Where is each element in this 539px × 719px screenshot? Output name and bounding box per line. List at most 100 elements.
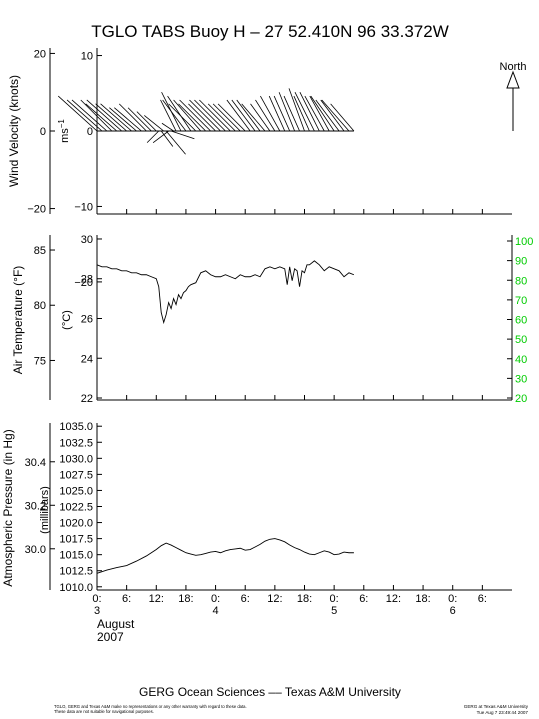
- wind-vector: [288, 88, 305, 132]
- temp-right-tick-label: 30: [81, 234, 93, 246]
- wind-vector: [71, 99, 108, 132]
- wind-vector: [241, 103, 266, 132]
- x-axis-labels: August 2007: [97, 617, 135, 644]
- temp-secondary-tick-label: 40: [515, 354, 527, 366]
- x-tick-label: 0:: [211, 593, 220, 605]
- wind-vector: [194, 99, 226, 132]
- chart-marks: 0: 6: 12: 18: 0: 6: 12: 18: 0: 6: 12: 18: 0: 6: 3 4 5 6 20…: [25, 48, 534, 617]
- wind-vector: [304, 95, 325, 132]
- wind-unit: ms: [59, 128, 71, 143]
- temp-secondary-tick-label: 50: [515, 334, 527, 346]
- x-tick-label: 12:: [386, 593, 401, 605]
- wind-right-tick-label: −20: [74, 277, 93, 289]
- wind-vector: [162, 99, 187, 132]
- wind-vector: [217, 103, 246, 132]
- wind-vector: [86, 99, 122, 132]
- wind-vector: [255, 99, 276, 132]
- x-month-label: August: [97, 617, 135, 631]
- wind-right-tick-label: −10: [74, 201, 93, 213]
- x-year-label: 2007: [97, 630, 124, 644]
- wind-vector: [114, 107, 142, 132]
- pres-right-tick-label: 1020.0: [59, 518, 93, 530]
- x-day-label: 6: [450, 605, 456, 617]
- credit-line-1: GERG at Texas A&M University: [464, 704, 529, 709]
- temp-left-tick-label: 80: [34, 300, 46, 312]
- north-arrow: North: [500, 61, 527, 131]
- pres-right-tick-label: 1035.0: [59, 421, 93, 433]
- pres-right-tick-label: 1027.5: [59, 469, 93, 481]
- pres-right-tick-label: 1017.5: [59, 534, 93, 546]
- x-tick-label: 12:: [267, 593, 282, 605]
- wind-vector: [273, 95, 291, 132]
- wind-vector: [189, 99, 221, 132]
- temperature-panel: Air Temperature (°F) (°C): [11, 235, 513, 401]
- wind-vector: [226, 99, 251, 132]
- pres-right-tick-label: 1015.0: [59, 550, 93, 562]
- wind-vector: [160, 99, 177, 132]
- wind-vector: [330, 103, 355, 132]
- wind-vector: [315, 99, 340, 132]
- wind-left-tick-label: 0: [40, 126, 46, 138]
- temp-secondary-tick-label: 60: [515, 315, 527, 327]
- north-label: North: [500, 61, 527, 73]
- x-tick-label: 12:: [149, 593, 164, 605]
- pres-left-tick-label: 30.0: [25, 544, 46, 556]
- x-day-label: 5: [331, 605, 337, 617]
- pres-right-tick-label: 1012.5: [59, 566, 93, 578]
- wind-vector: [170, 130, 195, 140]
- x-tick-label: 6:: [359, 593, 368, 605]
- temp-secondary-tick-label: 80: [515, 275, 527, 287]
- wind-right-tick-label: 10: [81, 51, 93, 63]
- pres-right-tick-label: 1010.0: [59, 582, 93, 594]
- temp-secondary-tick-label: 70: [515, 295, 527, 307]
- x-tick-label: 18:: [178, 593, 193, 605]
- temp-right-ylabel: (°C): [61, 310, 73, 330]
- wind-vector: [160, 130, 174, 147]
- wind-vector: [57, 95, 98, 132]
- wind-vector: [100, 103, 132, 132]
- wind-left-tick-label: −20: [27, 204, 46, 216]
- wind-vector: [144, 115, 164, 132]
- temp-secondary-tick-label: 90: [515, 256, 527, 268]
- wind-vector: [188, 103, 216, 132]
- chart-title: TGLO TABS Buoy H – 27 52.410N 96 33.372W: [91, 22, 449, 41]
- x-tick-label: 18:: [297, 593, 312, 605]
- temperature-series-line: [96, 260, 355, 325]
- wind-vector: [165, 130, 186, 155]
- pres-right-tick-label: 1032.5: [59, 437, 93, 449]
- x-day-label: 4: [213, 605, 219, 617]
- wind-vector: [321, 99, 350, 132]
- temp-left-tick-label: 85: [34, 245, 46, 257]
- pres-right-tick-label: 1022.5: [59, 502, 93, 514]
- wind-left-ylabel: Wind Velocity (knots): [7, 75, 21, 187]
- wind-vector: [310, 95, 335, 132]
- wind-vector: [118, 103, 147, 132]
- wind-vector: [231, 99, 256, 132]
- temp-right-tick-label: 22: [81, 393, 93, 405]
- wind-vector: [294, 92, 315, 132]
- wind-vector: [161, 122, 174, 132]
- disclaimer-line-2: These data are not suitable for navigati…: [54, 709, 154, 714]
- x-tick-label: 0:: [448, 593, 457, 605]
- x-tick-label: 6:: [241, 593, 250, 605]
- temp-secondary-tick-label: 30: [515, 373, 527, 385]
- temp-right-tick-label: 28: [81, 274, 93, 286]
- wind-vector: [168, 103, 197, 132]
- x-day-label: 3: [94, 605, 100, 617]
- x-tick-label: 0:: [92, 593, 101, 605]
- wind-vector: [212, 103, 241, 132]
- x-tick-label: 18:: [415, 593, 430, 605]
- wind-vector: [85, 103, 118, 132]
- wind-vector: [173, 99, 202, 132]
- wind-vector: [199, 99, 231, 132]
- pres-right-tick-label: 1030.0: [59, 453, 93, 465]
- wind-vector: [152, 130, 169, 143]
- pres-right-ylabel: (millibars): [39, 486, 51, 534]
- wind-right-tick-label: 0: [87, 126, 93, 138]
- wind-vector: [136, 111, 157, 132]
- wind-vector: [179, 99, 211, 132]
- wind-vector: [109, 107, 137, 132]
- footer-text: GERG Ocean Sciences –– Texas A&M Univers…: [139, 685, 401, 699]
- temp-right-tick-label: 26: [81, 313, 93, 325]
